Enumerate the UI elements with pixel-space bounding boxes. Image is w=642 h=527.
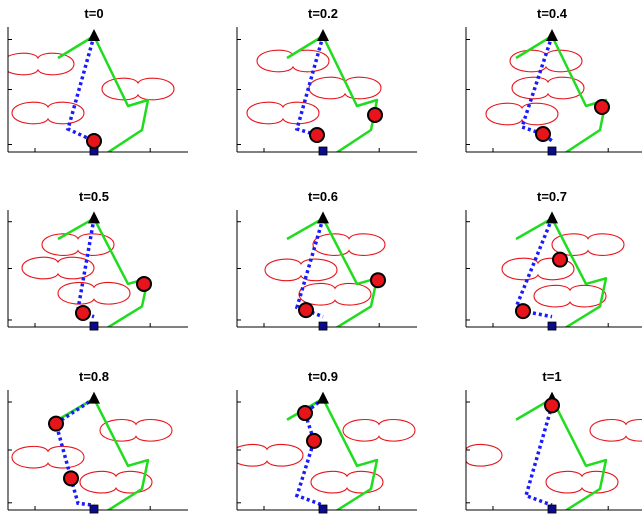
obstacle-outline: [310, 470, 384, 494]
goal-triangle-icon: [317, 211, 329, 224]
plot-area: [237, 397, 416, 510]
obstacle-outline: [308, 76, 382, 100]
panel-title: t=0.7: [537, 189, 567, 204]
panel: t=1: [465, 369, 642, 514]
agent-circle-icon: [367, 107, 383, 123]
obstacle-outline: [298, 282, 372, 306]
obstacle-outline: [57, 281, 131, 305]
panel: t=0.7: [465, 189, 642, 331]
obstacle-outline: [99, 418, 173, 442]
plot-area: [11, 397, 173, 510]
obstacle-outline: [79, 470, 153, 494]
agent-circle-icon: [63, 470, 79, 487]
obstacle-outline: [485, 102, 559, 126]
obstacle-outline: [101, 77, 175, 101]
agent-circle-icon: [370, 272, 386, 289]
agent-circle-icon: [86, 133, 102, 149]
panel-title: t=1: [542, 369, 561, 384]
plot-area: [8, 34, 175, 152]
agent-circle-icon: [552, 251, 568, 268]
panel: t=0.5: [7, 189, 188, 331]
goal-triangle-icon: [546, 29, 558, 41]
start-square-icon: [89, 504, 99, 514]
agent-circle-icon: [306, 432, 322, 449]
goal-triangle-icon: [88, 391, 100, 404]
obstacle-outline: [509, 49, 583, 73]
blue-dotted-path: [294, 217, 325, 319]
obstacle-outline: [256, 49, 330, 73]
start-square-icon: [318, 504, 328, 514]
green-path: [57, 397, 150, 510]
plot-area: [501, 217, 625, 327]
panel-title: t=0.4: [537, 6, 568, 21]
agent-circle-icon: [297, 405, 313, 422]
agent-circle-icon: [515, 303, 531, 320]
start-square-icon: [89, 321, 99, 331]
agent-circle-icon: [309, 127, 325, 143]
goal-triangle-icon: [88, 29, 100, 41]
goal-triangle-icon: [317, 29, 329, 41]
panel: t=0.4: [465, 6, 642, 156]
obstacle-outline: [312, 233, 386, 256]
start-square-icon: [318, 146, 328, 156]
panel-grid: t=0 t=0.2 t=0.4 t=0.5 t=0.6 t=0.7 t=0.8 t=0.9 t=…: [7, 6, 642, 514]
green-path: [286, 34, 379, 152]
obstacle-outline: [246, 101, 320, 125]
green-path: [515, 34, 608, 152]
goal-triangle-icon: [546, 211, 558, 224]
panel-title: t=0.8: [79, 369, 109, 384]
panel-title: t=0.9: [308, 369, 338, 384]
obstacle-outline: [237, 443, 304, 467]
blue-dotted-path: [65, 35, 96, 143]
obstacle-outline: [589, 418, 642, 442]
plot-area: [466, 397, 642, 510]
blue-dotted-path: [523, 404, 554, 507]
green-path: [286, 217, 379, 327]
green-path: [57, 34, 150, 152]
panel-title: t=0.5: [79, 189, 109, 204]
start-square-icon: [547, 504, 557, 514]
panel-title: t=0.2: [308, 6, 338, 21]
panel: t=0.6: [236, 189, 417, 331]
goal-triangle-icon: [317, 391, 329, 404]
agent-circle-icon: [544, 397, 560, 414]
obstacle-outline: [8, 52, 75, 76]
obstacle-outline: [545, 470, 619, 494]
panel: t=0.8: [7, 369, 188, 514]
blue-dotted-path: [53, 397, 95, 507]
obstacle-outline: [21, 256, 95, 280]
agent-circle-icon: [48, 415, 64, 432]
panel: t=0.9: [236, 369, 417, 514]
green-path: [515, 217, 608, 327]
start-square-icon: [318, 321, 328, 331]
panel: t=0.2: [236, 6, 417, 156]
blue-dotted-path: [513, 217, 554, 319]
plot-area: [264, 217, 386, 327]
obstacle-outline: [501, 257, 575, 281]
agent-circle-icon: [298, 302, 314, 319]
agent-circle-icon: [535, 126, 551, 142]
obstacle-outline: [264, 258, 338, 282]
obstacle-outline: [466, 443, 503, 467]
agent-circle-icon: [594, 99, 610, 115]
goal-triangle-icon: [88, 211, 100, 224]
obstacle-outline: [551, 233, 625, 256]
agent-circle-icon: [75, 304, 91, 321]
panel: t=0: [7, 6, 188, 156]
obstacle-outline: [11, 445, 85, 469]
obstacle-outline: [533, 284, 607, 308]
start-square-icon: [547, 321, 557, 331]
panel-title: t=0: [84, 6, 103, 21]
obstacle-outline: [342, 418, 416, 442]
start-square-icon: [547, 146, 557, 156]
agent-circle-icon: [136, 275, 152, 292]
panel-title: t=0.6: [308, 189, 338, 204]
obstacle-outline: [11, 101, 85, 125]
